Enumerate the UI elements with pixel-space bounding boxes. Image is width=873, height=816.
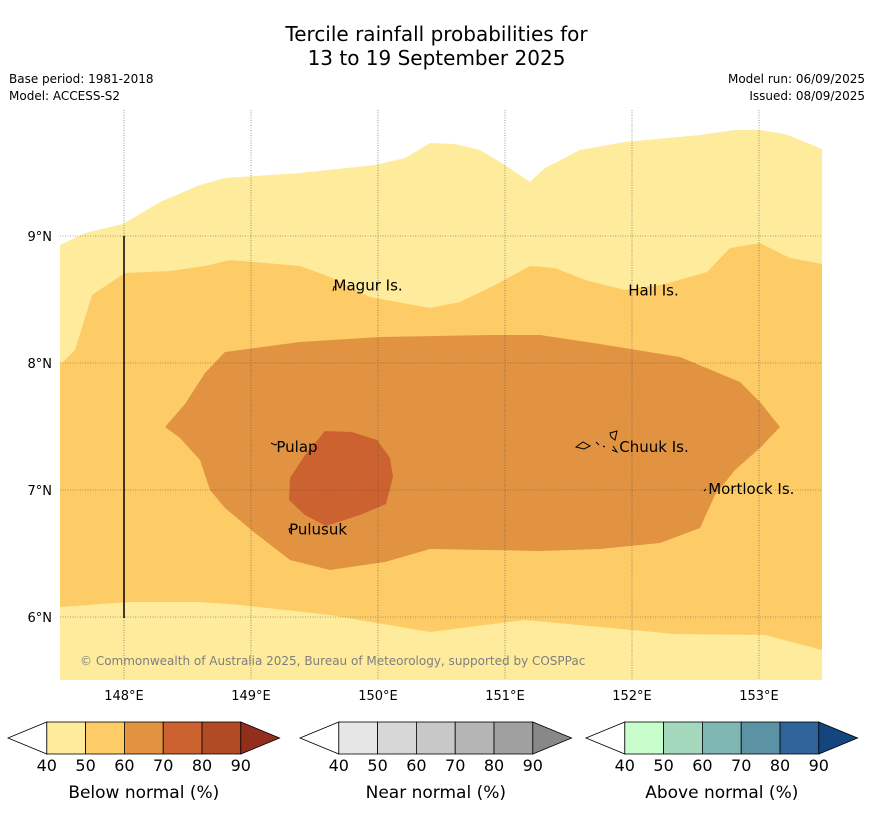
colorbar-tick-label: 70	[153, 756, 173, 775]
colorbar-tick-label: 50	[653, 756, 673, 775]
model-name: Model: ACCESS-S2	[9, 89, 121, 103]
island-mortlock	[703, 488, 707, 492]
colorbar-title: Above normal (%)	[645, 783, 798, 803]
colorbar-tick-label: 80	[770, 756, 790, 775]
colorbar-segment	[46, 721, 86, 755]
lat-tick-label: 6°N	[28, 611, 53, 626]
colorbar-group: 40 50 60 70 80 90 Below normal (%) 40 50 60 70 80 90…	[6, 721, 859, 803]
colorbar-segment	[624, 721, 664, 755]
colorbar-over-triangle	[532, 721, 573, 755]
colorbar-tick-label: 80	[484, 756, 504, 775]
colorbar-over-triangle	[818, 721, 859, 755]
meta-right: Model run: 06/09/2025 Issued: 08/09/2025	[728, 71, 865, 105]
lon-tick-label: 148°E	[104, 689, 144, 704]
lon-tick-label: 151°E	[485, 689, 525, 704]
island-pulusuk	[288, 527, 292, 534]
lat-tick-label: 7°N	[28, 484, 53, 499]
colorbar-tick-label: 60	[406, 756, 426, 775]
colorbar-under-triangle	[6, 721, 48, 755]
colorbar-segment	[454, 721, 495, 755]
issued-date: Issued: 08/09/2025	[749, 89, 865, 103]
colorbar-title: Near normal (%)	[366, 783, 506, 803]
colorbar-under-triangle	[298, 721, 340, 755]
colorbar-segment	[663, 721, 703, 755]
colorbar-tick-label: 40	[615, 756, 635, 775]
colorbar-tick-label: 80	[192, 756, 212, 775]
contour-70-80	[289, 431, 393, 526]
colorbar-segment	[377, 721, 417, 755]
colorbar-tick-label: 50	[75, 756, 95, 775]
title-line-1: Tercile rainfall probabilities for	[285, 22, 588, 46]
colorbar-segment	[338, 721, 378, 755]
colorbar-segment	[124, 721, 164, 755]
graticule: 148°E 149°E 150°E 151°E 152°E 153°E 6°N 7°N 8°N 9…	[28, 110, 822, 704]
island-pulap	[270, 442, 278, 446]
lon-tick-label: 149°E	[231, 689, 271, 704]
lon-tick-label: 152°E	[612, 689, 652, 704]
lon-tick-label: 153°E	[739, 689, 779, 704]
colorbar-tick-label: 50	[367, 756, 387, 775]
colorbar-segment	[162, 721, 203, 755]
place-label: Chuuk Is.	[619, 438, 688, 456]
colorbar-tick-label: 40	[37, 756, 57, 775]
island-magur	[332, 285, 337, 292]
map-title: Tercile rainfall probabilities for 13 to…	[0, 22, 873, 70]
title-line-2: 13 to 19 September 2025	[307, 46, 566, 70]
place-label: Mortlock Is.	[708, 480, 794, 498]
colorbar-tick-label: 60	[114, 756, 134, 775]
colorbar-tick-label: 90	[523, 756, 543, 775]
colorbar-3: 40 50 60 70 80 90 Above normal (%)	[584, 721, 859, 803]
place-label: Magur Is.	[334, 277, 403, 295]
colorbar-segment	[201, 721, 242, 755]
colorbar-segment	[779, 721, 820, 755]
meta-left: Base period: 1981-2018 Model: ACCESS-S2	[9, 71, 154, 105]
place-label: Pulap	[276, 438, 317, 456]
colorbar-segment	[85, 721, 125, 755]
island-chuuk	[574, 430, 619, 454]
place-label: Pulusuk	[289, 520, 347, 538]
colorbar-segment	[493, 721, 534, 755]
colorbar-title: Below normal (%)	[68, 783, 219, 803]
place-labels: Magur Is. Hall Is. Pulap Chuuk Is. Mortlock …	[276, 277, 794, 539]
colorbar-2: 40 50 60 70 80 90 Near normal (%)	[298, 721, 573, 803]
colorbar-under-triangle	[584, 721, 626, 755]
base-period: Base period: 1981-2018	[9, 72, 154, 86]
lat-tick-label: 8°N	[28, 357, 53, 372]
lat-tick-label: 9°N	[28, 230, 53, 245]
place-label: Hall Is.	[628, 282, 679, 300]
colorbar-segment	[702, 721, 742, 755]
colorbar-segment	[415, 721, 456, 755]
copyright-notice: © Commonwealth of Australia 2025, Bureau…	[80, 654, 585, 668]
colorbar-tick-label: 70	[731, 756, 751, 775]
lon-tick-label: 150°E	[358, 689, 398, 704]
colorbar-tick-label: 70	[445, 756, 465, 775]
colorbar-segment	[740, 721, 781, 755]
colorbar-over-triangle	[240, 721, 281, 755]
colorbar-tick-label: 40	[329, 756, 349, 775]
colorbar-tick-label: 90	[809, 756, 829, 775]
colorbar-tick-label: 60	[692, 756, 712, 775]
colorbar-tick-label: 90	[231, 756, 251, 775]
colorbar-1: 40 50 60 70 80 90 Below normal (%)	[6, 721, 281, 803]
model-run: Model run: 06/09/2025	[727, 72, 865, 86]
